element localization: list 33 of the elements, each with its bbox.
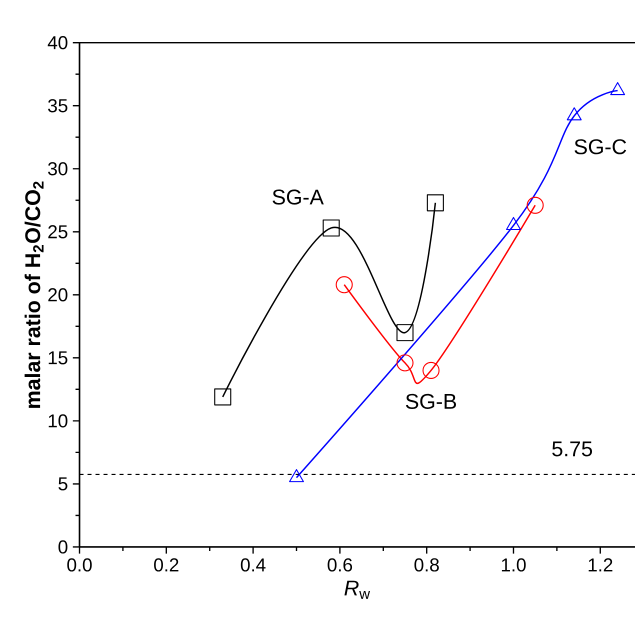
- series-label: SG-C: [574, 139, 626, 154]
- point: [336, 276, 353, 294]
- point: [214, 388, 232, 406]
- y-tick-label: 10: [48, 414, 68, 428]
- point: [426, 194, 444, 212]
- x-tick-label: 0.8: [414, 558, 439, 572]
- x-axis-title: R$_{w}$: [344, 580, 370, 599]
- x-tick-label: 0.0: [67, 558, 92, 572]
- point: [610, 82, 626, 95]
- series-label: SG-A: [272, 189, 324, 204]
- point: [396, 354, 414, 372]
- x-tick-label: 1.0: [502, 558, 526, 572]
- y-tick-label: 25: [48, 224, 68, 238]
- x-tick-label: 0.4: [240, 558, 266, 572]
- point: [526, 196, 544, 214]
- point: [422, 362, 440, 379]
- point: [322, 219, 340, 236]
- y-tick-label: 35: [48, 98, 68, 112]
- ref-line-label: 5.75: [552, 441, 592, 456]
- y-tick-label: 20: [48, 288, 68, 302]
- y-tick-label: 5: [58, 477, 68, 490]
- y-tick-label: 30: [48, 162, 68, 176]
- y-tick-label: 0: [58, 540, 68, 554]
- y-tick-label: 40: [48, 36, 68, 50]
- y-axis-title: malar ratio of H$_{2}$O/CO$_{2}$: [24, 181, 44, 408]
- x-tick-label: 1.2: [588, 558, 612, 572]
- point: [506, 216, 521, 230]
- point: [566, 107, 582, 120]
- y-tick-label: 15: [48, 351, 68, 364]
- point: [396, 324, 414, 342]
- x-tick-label: 0.6: [328, 558, 352, 572]
- x-tick-label: 0.2: [154, 558, 178, 572]
- series-label: SG-B: [406, 394, 456, 409]
